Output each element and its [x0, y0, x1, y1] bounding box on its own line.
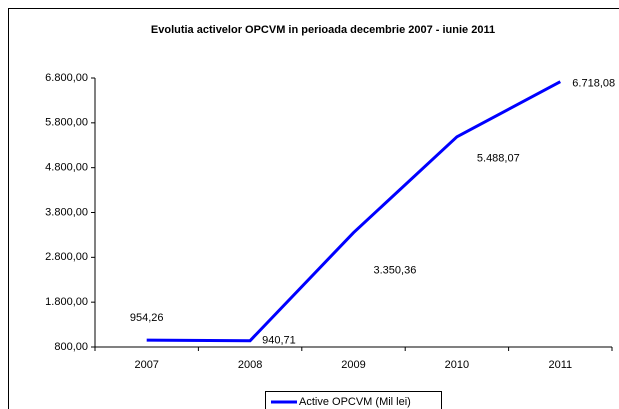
x-tick-label: 2009 — [341, 359, 365, 371]
y-tick-label: 1.800,00 — [45, 296, 88, 308]
y-tick-label: 6.800,00 — [45, 72, 88, 84]
chart-frame — [8, 8, 619, 409]
x-tick-label: 2008 — [238, 359, 262, 371]
legend-box — [265, 391, 442, 409]
y-tick-label: 5.800,00 — [45, 117, 88, 129]
chart-title: Evolutia activelor OPCVM in perioada dec… — [151, 24, 495, 36]
y-tick-label: 3.800,00 — [45, 206, 88, 218]
data-label: 954,26 — [130, 312, 164, 324]
data-label: 6.718,08 — [572, 78, 615, 90]
data-label: 3.350,36 — [374, 265, 417, 277]
data-label: 5.488,07 — [477, 153, 520, 165]
line-series — [146, 80, 562, 343]
x-tick-label: 2011 — [548, 359, 572, 371]
legend-label: Active OPCVM (Mil lei) — [299, 396, 411, 408]
y-tick-label: 4.800,00 — [45, 162, 88, 174]
y-tick-label: 2.800,00 — [45, 251, 88, 263]
x-tick-label: 2007 — [134, 359, 158, 371]
data-label: 940,71 — [262, 335, 296, 347]
y-tick-label: 800,00 — [54, 341, 88, 353]
x-tick-label: 2010 — [445, 359, 469, 371]
